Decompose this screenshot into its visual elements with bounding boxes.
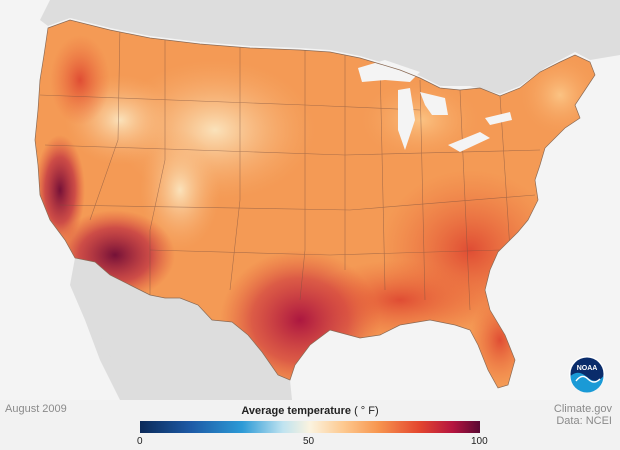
baja-peninsula [80, 275, 138, 392]
noaa-logo-text: NOAA [577, 365, 598, 372]
legend-tick-min: 0 [137, 436, 143, 447]
date-label: August 2009 [5, 403, 67, 415]
legend-color-bar [140, 421, 480, 433]
canada-land [0, 0, 620, 94]
great-lakes [358, 60, 512, 152]
credit-data: Data: NCEI [556, 415, 612, 427]
legend-unit: ( ° F) [354, 405, 379, 417]
legend-tick-mid: 50 [303, 436, 315, 447]
legend-tick-max: 100 [471, 436, 488, 447]
legend-title: Average temperature ( ° F) [140, 405, 480, 417]
legend-title-text: Average temperature [241, 405, 351, 417]
noaa-logo-icon: NOAA [569, 356, 605, 393]
credit-source: Climate.gov [553, 403, 612, 415]
credits: Climate.gov Data: NCEI [554, 403, 612, 427]
temperature-map [0, 0, 620, 400]
